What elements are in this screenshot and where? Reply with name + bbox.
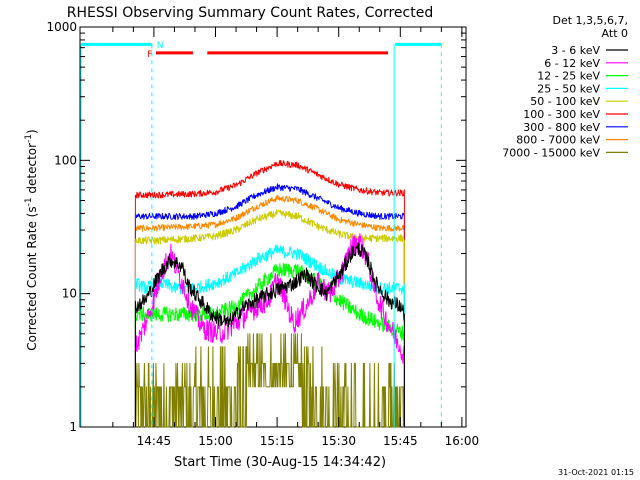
y-axis-title-main: Corrected Count Rate (s (25, 206, 39, 350)
x-tick-label: 16:00 (445, 434, 480, 448)
series-line-9 (134, 333, 405, 428)
legend-header-2: Att 0 (602, 27, 628, 40)
x-axis-title: Start Time (30-Aug-15 14:34:42) (174, 455, 386, 470)
y-tick-label: 100 (54, 153, 77, 167)
y-tick-label: 1000 (46, 20, 77, 34)
plot-area: FN 1 10 100 1000 14:45 15:00 15:15 15:30 15:45 16:… (46, 20, 479, 448)
flag-label-2: N (157, 41, 164, 51)
legend-label-8: 800 - 7000 keV (516, 134, 600, 147)
footer-date: 31-Oct-2021 01:15 (558, 468, 634, 477)
y-axis-title-sup1: -1 (24, 197, 34, 206)
plot-frame (79, 26, 467, 428)
legend-label-9: 7000 - 15000 keV (502, 146, 600, 159)
series-line-6 (134, 160, 405, 427)
series-line-1 (134, 242, 405, 427)
legend-label-1: 3 - 6 keV (551, 44, 600, 57)
legend-label-5: 50 - 100 keV (530, 95, 600, 108)
legend-label-4: 25 - 50 keV (537, 82, 600, 95)
legend-label-6: 100 - 300 keV (523, 108, 600, 121)
series-line-3 (134, 262, 405, 427)
flag-label-1: F (147, 50, 152, 60)
legend-label-2: 6 - 12 keV (544, 57, 600, 70)
legend-header-1: Det 1,3,5,6,7, (552, 14, 628, 27)
chart-title: RHESSI Observing Summary Count Rates, Co… (67, 5, 433, 21)
series-line-7 (134, 183, 405, 427)
x-tick-label: 15:30 (321, 434, 356, 448)
x-tick-label: 14:45 (137, 434, 172, 448)
x-tick-label: 15:15 (260, 434, 295, 448)
y-tick-label: 10 (62, 287, 77, 301)
legend-label-7: 300 - 800 keV (523, 121, 600, 134)
y-axis-title-mid: detector (25, 143, 39, 198)
x-tick-label: 15:00 (198, 434, 233, 448)
legend-label-3: 12 - 25 keV (537, 70, 600, 83)
series-line-4 (134, 244, 405, 427)
y-axis-title-end: ) (25, 129, 39, 134)
x-tick-label: 15:45 (383, 434, 418, 448)
y-axis-title-sup2: -1 (24, 134, 34, 143)
y-axis-title: Corrected Count Rate (s-1 detector-1) (24, 129, 39, 350)
series-line-8 (134, 194, 405, 427)
series-line-2 (134, 233, 405, 427)
y-tick-label: 1 (69, 420, 77, 434)
